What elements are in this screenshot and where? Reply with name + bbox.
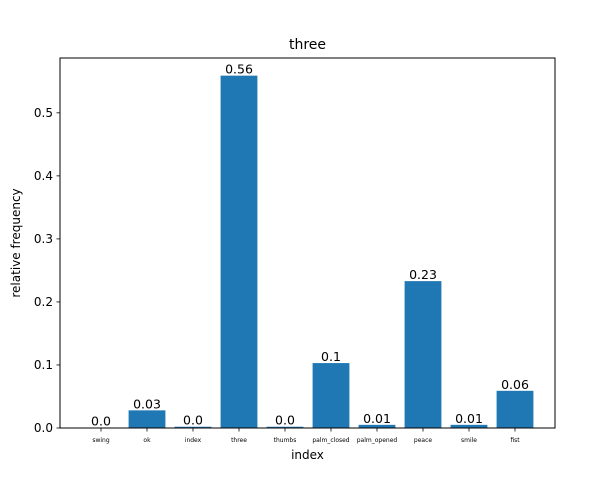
- x-tick-label-palm_opened: palm_opened: [357, 437, 398, 444]
- bar-peace: [405, 281, 442, 428]
- bar-palm_closed: [313, 363, 350, 428]
- data-label-peace: 0.23: [409, 267, 437, 282]
- x-tick-label-three: three: [231, 437, 247, 444]
- bar-ok: [129, 410, 166, 428]
- x-tick-label-ok: ok: [143, 437, 151, 444]
- data-label-ok: 0.03: [133, 396, 161, 411]
- data-label-thumbs: 0.0: [275, 413, 295, 428]
- y-axis-label: relative frequency: [9, 188, 23, 297]
- data-label-swing: 0.0: [91, 414, 111, 429]
- x-tick-label-smile: smile: [461, 437, 477, 444]
- data-label-palm_closed: 0.1: [321, 349, 341, 364]
- y-tick-label: 0.5: [34, 106, 53, 120]
- y-tick-label: 0.4: [34, 169, 53, 183]
- data-label-fist: 0.06: [501, 377, 529, 392]
- data-label-index: 0.0: [183, 413, 203, 428]
- x-axis-label: index: [291, 448, 324, 462]
- x-tick-label-thumbs: thumbs: [274, 437, 297, 444]
- y-tick-label: 0.2: [34, 295, 53, 309]
- x-tick-label-index: index: [185, 437, 202, 444]
- y-tick-label: 0.1: [34, 358, 53, 372]
- data-label-palm_opened: 0.01: [363, 411, 391, 426]
- x-tick-label-swing: swing: [92, 437, 110, 444]
- y-tick-label: 0.0: [34, 421, 53, 435]
- x-tick-label-peace: peace: [414, 437, 432, 444]
- bar-three: [221, 76, 258, 428]
- data-label-three: 0.56: [225, 62, 253, 77]
- bar-fist: [497, 391, 534, 428]
- x-tick-label-fist: fist: [510, 437, 520, 444]
- y-tick-label: 0.3: [34, 232, 53, 246]
- chart-title: three: [289, 37, 326, 53]
- data-label-smile: 0.01: [455, 411, 483, 426]
- x-tick-label-palm_closed: palm_closed: [312, 437, 349, 444]
